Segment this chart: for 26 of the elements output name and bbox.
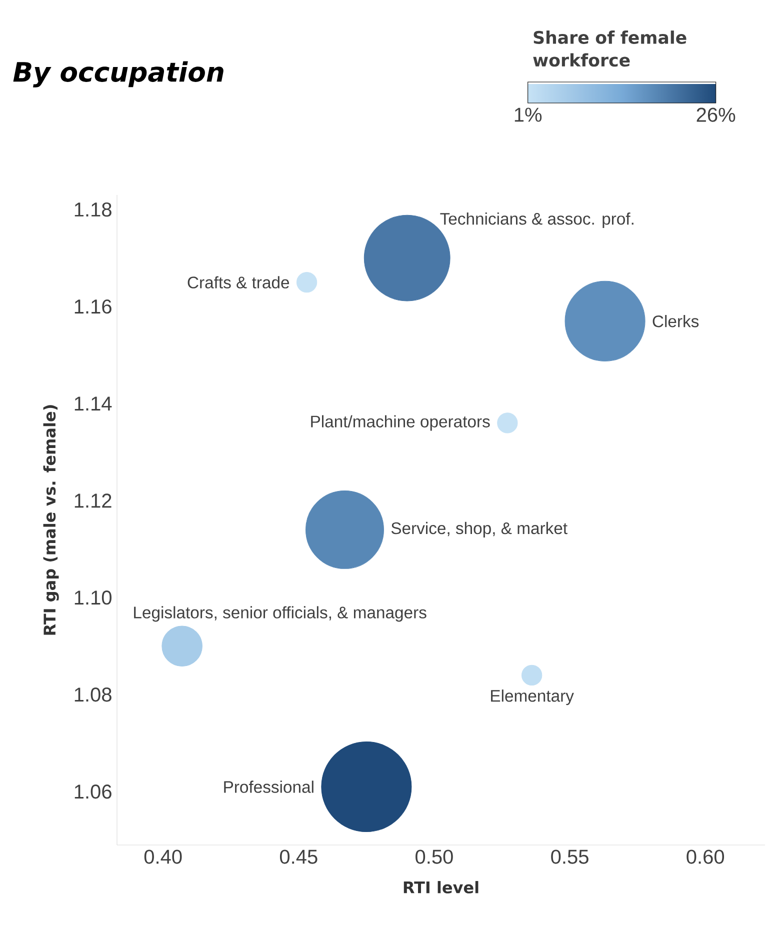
chart-title: By occupation (13, 61, 224, 88)
color-bar-label: 1% (514, 108, 542, 122)
legend-label: Clerks (652, 314, 699, 328)
x-tick-label: 0.55 (551, 850, 588, 864)
y-tick-label: 1.12 (74, 494, 112, 508)
series-label: Professional (224, 780, 314, 793)
series-label: Crafts & trade (188, 276, 290, 288)
y-axis-title: RTI gap (male vs. female) (43, 405, 59, 635)
x-tick-label: 0.45 (280, 850, 318, 864)
x-tick-label: 0.40 (144, 850, 182, 864)
text: Legislators, senior officials, & managers (134, 606, 426, 622)
x-axis-title: RTI level (404, 881, 478, 894)
y-tick-label: 1.14 (74, 396, 112, 410)
y-tick-label: 1.10 (74, 590, 112, 605)
series-label: Technicians & assoc. prof. (440, 212, 634, 228)
series-label: Plant/machine operators (311, 415, 490, 431)
x-tick-label: 0.60 (686, 850, 724, 864)
y-tick-label: 1.16 (74, 299, 112, 314)
color-bar-label: 26% (696, 108, 736, 122)
y-tick-label: 1.18 (74, 202, 112, 217)
y-tick-label: 1.06 (74, 784, 112, 799)
x-tick-label: 0.50 (416, 850, 453, 864)
color-bar-title: Share of female workforce (533, 30, 686, 67)
legend-label: Service, shop, & market (391, 522, 568, 538)
series-label: Elementary (491, 690, 574, 706)
y-tick-label: 1.08 (74, 688, 112, 702)
